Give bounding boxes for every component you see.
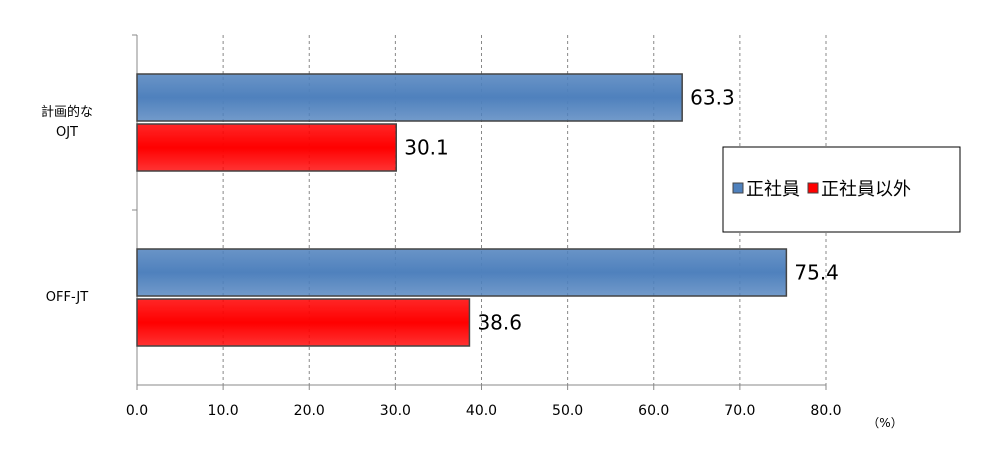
data-label: 30.1 [404, 136, 449, 160]
legend-box [722, 146, 961, 233]
legend-swatch [807, 182, 819, 194]
x-tick-label: 20.0 [294, 403, 325, 419]
data-label: 38.6 [477, 311, 522, 335]
legend-label: 正社員以外 [821, 179, 911, 200]
x-tick-label: 50.0 [552, 403, 583, 419]
x-tick-label: 80.0 [810, 403, 841, 419]
x-tick-label: 40.0 [466, 403, 497, 419]
bar [136, 248, 788, 297]
data-label: 75.4 [794, 261, 839, 285]
x-tick-label: 70.0 [724, 403, 755, 419]
x-tick-label: 10.0 [208, 403, 239, 419]
x-tick-label: 30.0 [380, 403, 411, 419]
x-tick-label: 60.0 [638, 403, 669, 419]
bar [136, 123, 397, 172]
legend-swatch [732, 182, 744, 194]
x-tick-label: 0.0 [126, 403, 148, 419]
x-axis-label: （%） [867, 416, 902, 430]
y-tick-label: OFF-JT [45, 289, 89, 305]
legend-label: 正社員 [746, 179, 800, 200]
bar [136, 73, 683, 122]
bar [136, 298, 471, 347]
y-tick-label: 計画的な OJT [40, 104, 93, 140]
data-label: 63.3 [690, 86, 735, 110]
